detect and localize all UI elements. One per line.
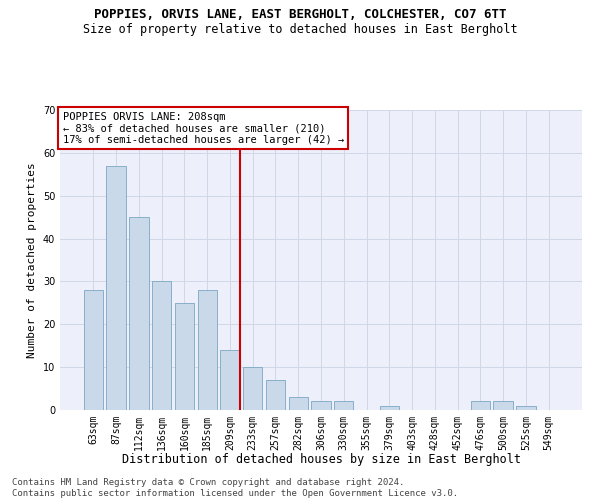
Bar (289, 397, 308, 410)
Bar (516, 406, 536, 410)
Bar (220, 350, 239, 410)
Bar (197, 290, 217, 410)
Text: POPPIES ORVIS LANE: 208sqm
← 83% of detached houses are smaller (210)
17% of sem: POPPIES ORVIS LANE: 208sqm ← 83% of deta… (62, 112, 344, 144)
Bar (243, 367, 262, 410)
Text: Size of property relative to detached houses in East Bergholt: Size of property relative to detached ho… (83, 22, 517, 36)
Bar (311, 402, 331, 410)
Bar (470, 402, 490, 410)
Bar (129, 217, 149, 410)
Bar (106, 166, 126, 410)
Bar (493, 402, 513, 410)
Text: POPPIES, ORVIS LANE, EAST BERGHOLT, COLCHESTER, CO7 6TT: POPPIES, ORVIS LANE, EAST BERGHOLT, COLC… (94, 8, 506, 20)
Bar (266, 380, 285, 410)
Bar (175, 303, 194, 410)
Y-axis label: Number of detached properties: Number of detached properties (27, 162, 37, 358)
Bar (380, 406, 399, 410)
Text: Contains HM Land Registry data © Crown copyright and database right 2024.
Contai: Contains HM Land Registry data © Crown c… (12, 478, 458, 498)
Bar (84, 290, 103, 410)
Text: Distribution of detached houses by size in East Bergholt: Distribution of detached houses by size … (121, 452, 521, 466)
Bar (334, 402, 353, 410)
Bar (152, 282, 172, 410)
